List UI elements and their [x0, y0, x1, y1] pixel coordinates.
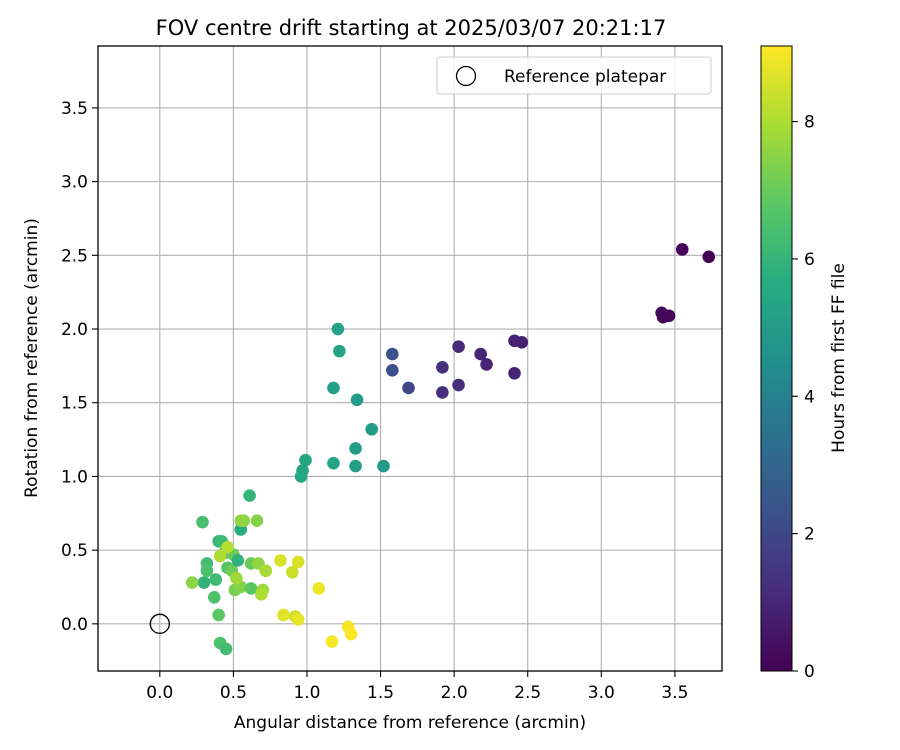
data-point: [185, 576, 199, 589]
data-point: [234, 514, 248, 527]
reference-point: [149, 613, 170, 634]
data-point: [285, 565, 299, 579]
data-point: [325, 635, 339, 648]
colorbar-tick-label: 4: [804, 387, 815, 407]
x-tick-label: 3.0: [588, 683, 615, 703]
legend-reference-marker: [455, 65, 477, 87]
colorbar-gradient: [760, 45, 793, 672]
legend: Reference platepar: [436, 56, 712, 95]
data-point: [312, 582, 326, 595]
x-tick-label: 0.5: [220, 683, 247, 703]
colorbar-tick-label: 2: [804, 525, 815, 545]
data-point: [277, 608, 290, 622]
data-point: [474, 347, 487, 361]
chart-title: FOV centre drift starting at 2025/03/07 …: [156, 16, 667, 40]
plot-frame: [97, 45, 723, 672]
colorbar: 0 2 4 6 8 Hours from first FF file: [760, 45, 849, 682]
data-point: [243, 489, 256, 502]
data-point: [291, 555, 305, 569]
data-point: [200, 564, 214, 578]
y-tick-label: 0.0: [61, 615, 88, 635]
data-point: [675, 243, 689, 256]
y-tick-label: 1.5: [61, 394, 88, 414]
data-point: [365, 422, 379, 436]
data-point: [508, 366, 521, 380]
data-point: [402, 381, 415, 395]
data-point: [386, 347, 399, 361]
x-tick-label: 3.5: [661, 683, 688, 703]
colorbar-tick-label: 6: [804, 250, 815, 270]
y-tick-label: 2.5: [61, 246, 88, 266]
data-point: [196, 515, 209, 529]
data-point: [255, 588, 268, 601]
x-tick-label: 2.5: [514, 683, 541, 703]
data-point: [377, 459, 390, 473]
data-point: [291, 613, 305, 626]
data-point: [349, 459, 362, 473]
data-point: [259, 564, 273, 578]
x-tick-label: 1.5: [367, 683, 394, 703]
y-tick-label: 3.5: [61, 99, 88, 119]
data-point: [480, 358, 493, 371]
x-tick-label: 1.0: [293, 683, 320, 703]
data-point: [231, 554, 245, 567]
colorbar-tick-label: 8: [804, 113, 815, 133]
data-point: [655, 306, 668, 320]
data-point: [436, 386, 449, 399]
legend-label: Reference platepar: [504, 67, 666, 87]
data-point: [452, 378, 465, 392]
data-point: [197, 576, 211, 589]
y-axis-ticks: 0.0 0.5 1.0 1.5 2.0 2.5 3.0 3.5: [61, 99, 98, 635]
data-point: [331, 322, 345, 336]
data-point: [349, 442, 362, 455]
data-point: [207, 590, 221, 604]
data-point: [209, 573, 223, 586]
data-point: [702, 250, 716, 264]
data-point: [452, 340, 465, 354]
data-point: [250, 514, 264, 527]
legend-frame: [436, 56, 712, 95]
reference-marker-layer: [149, 613, 170, 634]
data-point: [230, 571, 243, 585]
grid-lines: [98, 46, 722, 671]
data-point: [350, 393, 364, 407]
data-points: [185, 243, 716, 656]
data-point: [327, 381, 340, 395]
data-point: [244, 582, 258, 595]
data-point: [436, 361, 449, 374]
y-tick-label: 3.0: [61, 173, 88, 193]
data-point: [294, 470, 308, 483]
data-point: [299, 453, 312, 467]
data-point: [213, 549, 227, 563]
data-point: [274, 554, 287, 567]
data-point: [212, 608, 225, 622]
data-point: [386, 363, 399, 377]
x-tick-label: 2.0: [441, 683, 468, 703]
data-point: [333, 344, 346, 358]
data-point: [221, 540, 234, 554]
y-tick-label: 0.5: [61, 541, 88, 561]
data-point: [344, 627, 358, 641]
data-point: [219, 642, 233, 656]
colorbar-tick-label: 0: [804, 662, 815, 682]
x-axis-label: Angular distance from reference (arcmin): [234, 713, 586, 733]
colorbar-ticks: 0 2 4 6 8: [792, 113, 815, 682]
data-point: [327, 456, 340, 470]
x-axis-ticks: 0.0 0.5 1.0 1.5 2.0 2.5 3.0 3.5: [146, 671, 688, 703]
y-tick-label: 2.0: [61, 320, 88, 340]
y-tick-label: 1.0: [61, 467, 88, 487]
data-point: [515, 335, 529, 349]
y-axis-label: Rotation from reference (arcmin): [22, 218, 42, 498]
colorbar-label: Hours from first FF file: [829, 263, 849, 453]
x-tick-label: 0.0: [146, 683, 173, 703]
